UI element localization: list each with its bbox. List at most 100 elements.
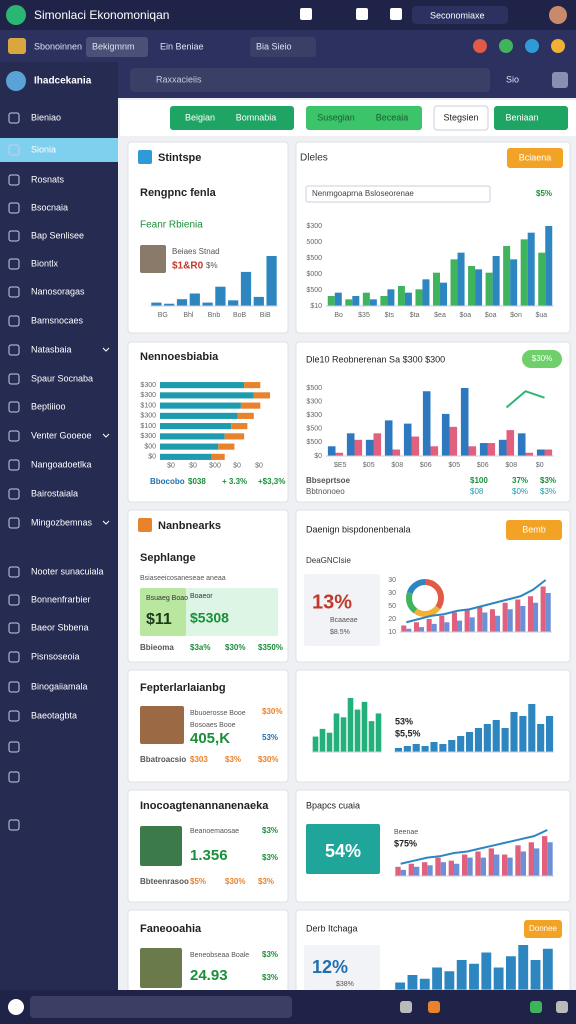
label: $8.5% — [330, 629, 350, 636]
button[interactable] — [494, 106, 568, 130]
label: $3% — [540, 476, 556, 485]
label: $3% — [225, 755, 241, 764]
bar — [401, 625, 407, 632]
nav-icon — [8, 771, 20, 783]
x-tick-label: Bnb — [208, 312, 221, 319]
x-tick-label: BoB — [233, 312, 247, 319]
x-tick-label: $0 — [167, 463, 175, 470]
bar — [231, 423, 248, 430]
nav-item: Bieniao — [31, 112, 61, 122]
icon[interactable] — [552, 72, 568, 88]
bar — [413, 622, 419, 632]
bar — [494, 854, 500, 876]
bar — [431, 623, 437, 632]
icon[interactable] — [400, 1001, 412, 1013]
bar — [469, 617, 475, 632]
bar — [347, 698, 354, 752]
label: 54% — [325, 841, 361, 861]
nav-icon — [8, 517, 20, 529]
bar — [421, 746, 429, 752]
bar — [327, 296, 335, 306]
active-tab-bg[interactable] — [86, 37, 148, 57]
label: Beanoemaosae — [190, 828, 239, 835]
bar — [397, 286, 405, 306]
bar — [335, 452, 344, 456]
x-tick-label: $0 — [255, 463, 263, 470]
bottom-search[interactable] — [30, 996, 292, 1018]
nav-item: Rosnats — [31, 174, 65, 184]
donut-segment — [406, 579, 444, 617]
tab-bg[interactable] — [250, 37, 316, 57]
button[interactable] — [433, 105, 489, 131]
bar — [422, 862, 428, 876]
icon[interactable] — [525, 39, 539, 53]
bar — [218, 443, 235, 450]
label: $5% — [536, 189, 552, 198]
bar — [474, 728, 482, 752]
icon — [8, 38, 26, 54]
label: $5% — [190, 877, 206, 886]
line — [406, 579, 547, 624]
bar — [460, 388, 469, 456]
photo — [140, 706, 184, 744]
label: 24.93 — [190, 967, 228, 984]
bar — [211, 453, 225, 460]
label: Bsiaseeicosaneseae aneaa — [140, 575, 226, 582]
avatar[interactable] — [549, 6, 567, 24]
bar — [501, 728, 509, 752]
nav-icon — [8, 566, 20, 578]
tab: Bekigmnm — [92, 41, 135, 51]
label: 37% — [512, 476, 528, 485]
bar — [527, 596, 533, 632]
nav-item: Binogaiiamala — [31, 681, 88, 691]
nav-item: Biontlx — [31, 258, 59, 268]
bar — [384, 420, 393, 456]
bar — [454, 863, 460, 876]
logo — [6, 5, 26, 25]
label: $038 — [188, 477, 206, 486]
label: Bbocobo — [150, 477, 185, 486]
icon[interactable] — [473, 39, 487, 53]
label: Nennoesbiabia — [140, 351, 219, 363]
bar — [368, 721, 375, 752]
icon[interactable] — [499, 39, 513, 53]
bar — [419, 627, 425, 632]
icon[interactable] — [300, 8, 312, 20]
bar — [536, 449, 545, 456]
button[interactable] — [170, 106, 294, 130]
bar — [507, 609, 513, 632]
icon[interactable] — [551, 39, 565, 53]
y-tick-label: 30 — [388, 590, 396, 597]
label: $30% — [262, 707, 282, 716]
bar — [538, 252, 546, 306]
bar — [432, 967, 442, 990]
nav-icon — [8, 373, 20, 385]
account-chip[interactable] — [412, 6, 508, 24]
y-tick-label: 5000 — [306, 239, 322, 246]
icon[interactable] — [8, 999, 24, 1015]
icon[interactable] — [428, 1001, 440, 1013]
icon[interactable] — [530, 1001, 542, 1013]
bar — [403, 423, 412, 456]
card — [127, 669, 289, 783]
bar — [464, 609, 470, 632]
icon[interactable] — [356, 8, 368, 20]
bar — [450, 259, 458, 306]
label: Nenmgoaprna Bsloseorenae — [312, 189, 414, 198]
y-tick-label: $300 — [306, 398, 322, 405]
search-input[interactable] — [130, 68, 490, 92]
button[interactable] — [306, 106, 422, 130]
label: 53% — [395, 716, 413, 726]
icon[interactable] — [390, 8, 402, 20]
bar — [160, 453, 212, 460]
nav-icon — [8, 819, 20, 831]
bar — [483, 724, 491, 752]
donut-segment — [406, 579, 444, 617]
bar — [414, 866, 420, 876]
nav-item: Nanosoragas — [31, 286, 85, 296]
label: $303 — [190, 755, 208, 764]
icon[interactable] — [556, 1001, 568, 1013]
bar — [489, 609, 495, 632]
bar — [498, 439, 507, 456]
label: Beneobseaa Boale — [190, 952, 249, 959]
